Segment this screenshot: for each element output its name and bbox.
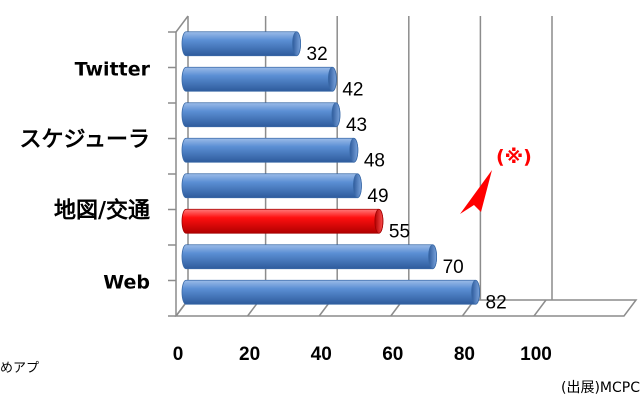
bar [181,208,384,234]
bars [181,31,480,305]
bar-body [181,279,480,305]
bar [181,244,438,270]
bar-cap [292,31,301,57]
data-label: 42 [342,79,363,100]
category-label: Twitter [75,58,151,80]
bar-body [181,208,384,234]
x-tick-label: 100 [520,344,552,365]
x-tick-label: 60 [382,344,403,365]
annotation-label: (※) [496,146,532,168]
bar [181,173,362,199]
footer-fragment: めアプ [0,361,39,376]
bar [181,279,480,305]
bar-cap [471,279,480,305]
data-label: 55 [389,221,410,242]
x-tick-label: 20 [239,344,260,365]
data-label: 32 [307,44,328,65]
bar-cap [374,208,384,234]
annotation-arrow [460,170,492,214]
bar-body [181,244,437,270]
source-label: (出展)MCPC [561,380,640,396]
bar-cap [331,102,341,128]
bar-body [181,66,337,92]
bar [181,66,337,92]
bar [181,137,359,163]
data-label: 49 [367,186,388,207]
left-wall [175,15,189,33]
category-axis [168,31,177,317]
data-label: 43 [346,115,367,136]
bar-body [181,31,301,57]
x-tick-label: 80 [454,344,475,365]
bar [181,31,301,57]
floor-grid-line [533,299,547,317]
data-label: 48 [364,150,385,171]
bar-body [181,137,359,163]
bar-cap [327,66,337,92]
bar-body [181,173,362,199]
data-label: 70 [443,257,464,278]
bar-cap [428,244,438,270]
data-label: 82 [486,292,507,313]
x-tick-label: 0 [173,344,184,365]
chart-frame [174,15,638,317]
bar-cap [353,173,362,199]
bar-cap [349,137,359,163]
category-label: 地図/交通 [54,197,150,223]
category-label: Web [103,271,150,293]
category-label: スケジューラ [20,127,150,152]
bar-body [181,102,341,128]
x-tick-label: 40 [311,344,332,365]
bar [181,102,341,128]
x-tick-labels: 0 20 40 60 80 100 [173,344,552,365]
